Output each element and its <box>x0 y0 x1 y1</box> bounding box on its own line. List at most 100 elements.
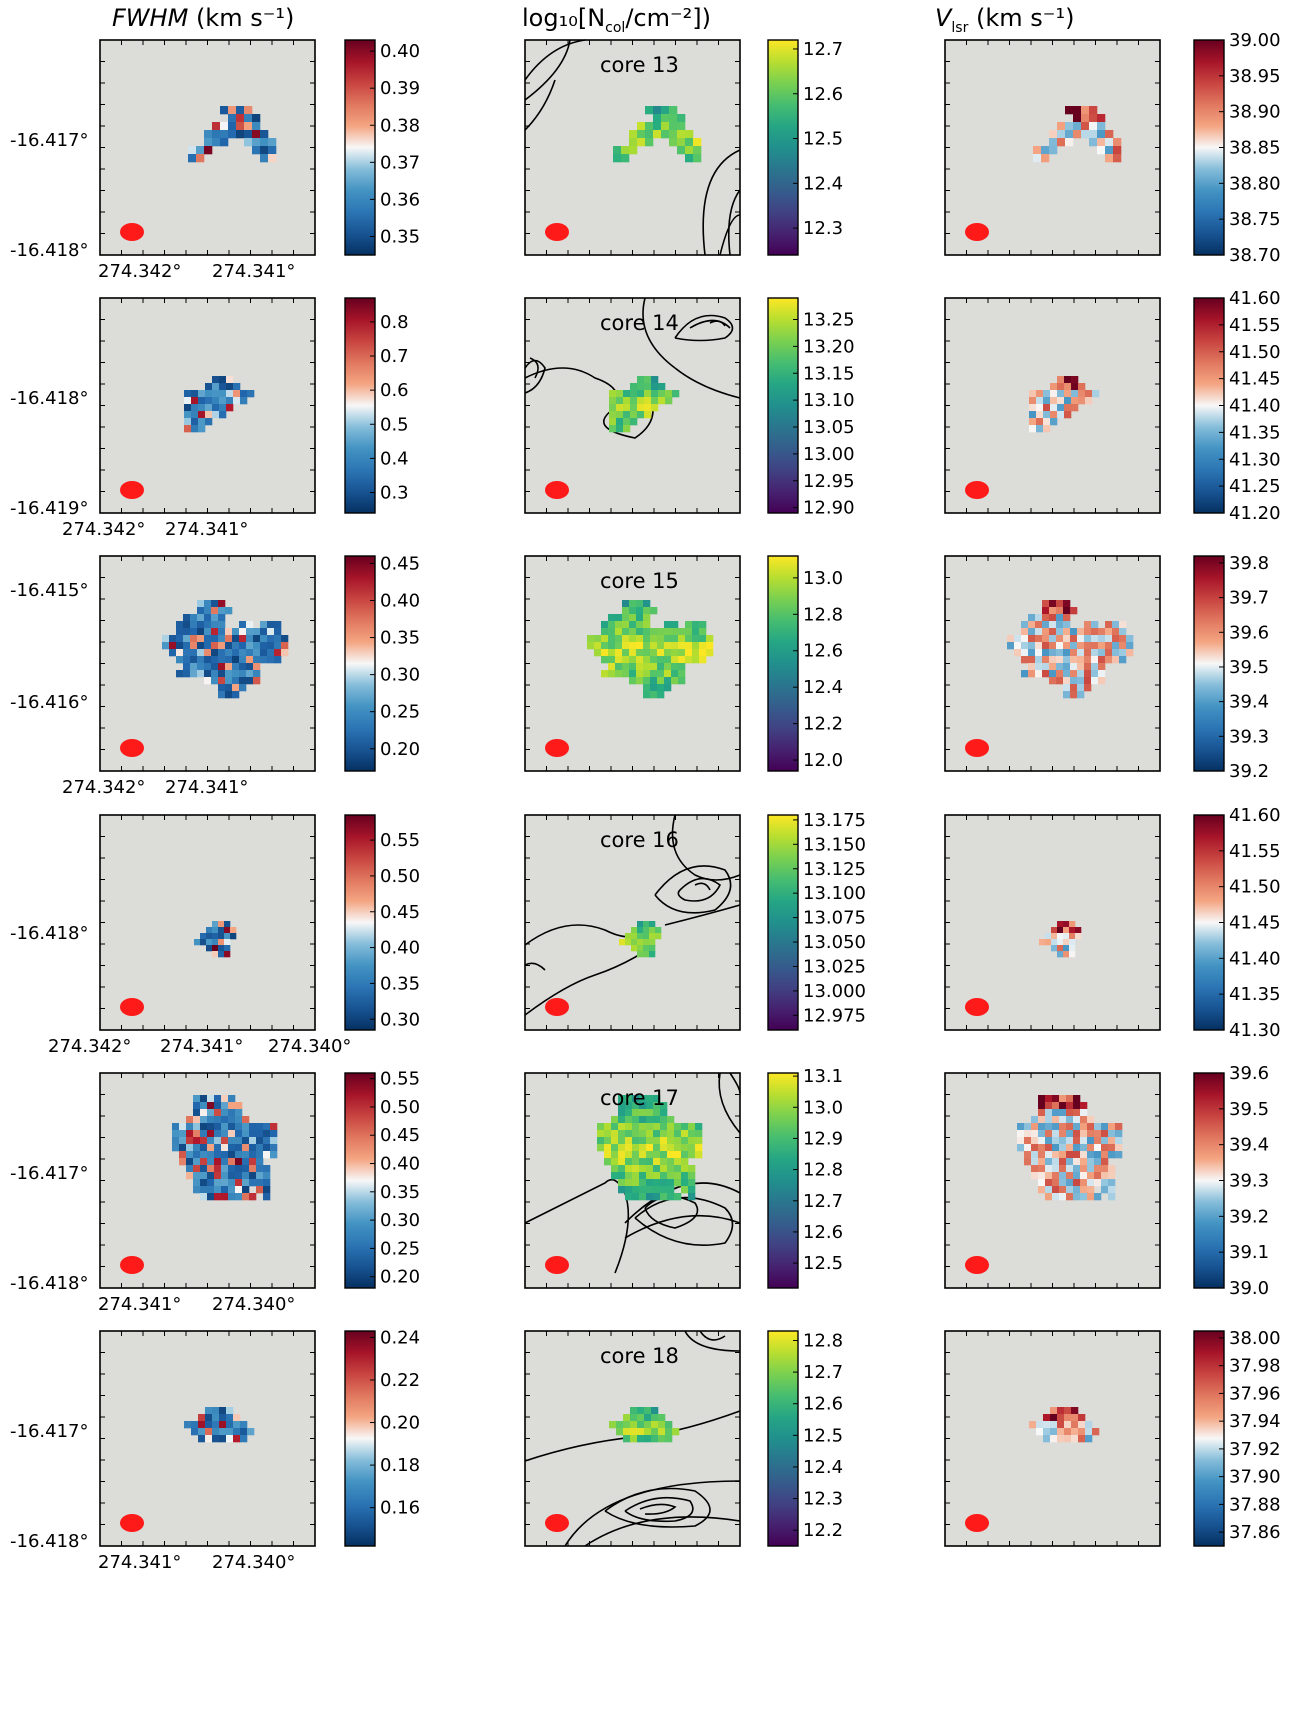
map-pixel <box>260 130 269 139</box>
contour-line <box>624 1496 694 1523</box>
map-pixel <box>1035 628 1043 636</box>
map-pixel <box>660 1116 668 1124</box>
map-pixel <box>643 684 651 692</box>
y-tick-label: -16.417° <box>10 130 88 151</box>
map-pixel <box>681 1123 689 1131</box>
colorbar-tick-label: 41.50 <box>1229 342 1281 363</box>
map-pixel <box>1051 927 1058 934</box>
map-pixel <box>242 1179 250 1187</box>
map-pixel <box>644 383 652 391</box>
map-pixel <box>205 1414 213 1422</box>
colorbar-tick-label: 12.2 <box>803 714 843 735</box>
map-pixel <box>632 1116 640 1124</box>
map-pixel <box>1071 383 1079 391</box>
map-pixel <box>657 663 665 671</box>
colorbar-tick-label: 39.6 <box>1229 622 1269 643</box>
map-pixel <box>629 663 637 671</box>
beam-ellipse <box>545 1256 569 1274</box>
map-pixel <box>224 921 231 928</box>
map-pixel <box>1089 106 1098 115</box>
map-pixel <box>204 677 212 685</box>
map-pixel <box>218 927 225 934</box>
map-pixel <box>653 1158 661 1166</box>
map-pixel <box>205 1407 213 1415</box>
beam-ellipse <box>545 481 569 499</box>
map-pixel <box>1043 390 1051 398</box>
colorbar-tick-label: 39.5 <box>1229 1099 1269 1120</box>
map-pixel <box>601 642 609 650</box>
map-pixel <box>623 418 631 426</box>
map-pixel <box>1063 933 1070 940</box>
map-pixel <box>198 404 206 412</box>
map-pixel <box>221 1158 229 1166</box>
map-pixel <box>249 1193 257 1201</box>
map-pixel <box>658 1428 666 1436</box>
map-pixel <box>658 397 666 405</box>
colorbar-tick-label: 39.6 <box>1229 1063 1269 1084</box>
map-pixel <box>1042 621 1050 629</box>
colorbar-tick-label: 0.24 <box>380 1327 420 1348</box>
map-pixel <box>270 1137 278 1145</box>
map-pixel <box>1056 628 1064 636</box>
map-pixel <box>625 1123 633 1131</box>
colorbar-tick-label: 0.40 <box>380 1154 420 1175</box>
map-pixel <box>1042 635 1050 643</box>
map-pixel <box>646 1172 654 1180</box>
map-pixel <box>1049 677 1057 685</box>
map-pixel <box>176 642 184 650</box>
map-pixel <box>242 1193 250 1201</box>
map-pixel <box>246 621 254 629</box>
map-pixel <box>622 600 630 608</box>
colorbar-tick-label: 0.37 <box>380 152 420 173</box>
map-pixel <box>622 670 630 678</box>
map-pixel <box>247 1428 255 1436</box>
map-pixel <box>639 1179 647 1187</box>
map-pixel <box>615 649 623 657</box>
map-pixel <box>1050 418 1058 426</box>
map-pixel <box>632 1151 640 1159</box>
map-pixel <box>197 649 205 657</box>
map-pixel <box>184 390 192 398</box>
map-pixel <box>1038 1179 1046 1187</box>
map-pixel <box>693 154 702 163</box>
map-pixel <box>1066 1172 1074 1180</box>
map-pixel <box>270 1151 278 1159</box>
map-pixel <box>678 670 686 678</box>
map-pixel <box>1021 642 1029 650</box>
map-pixel <box>1057 1428 1065 1436</box>
map-pixel <box>1064 1414 1072 1422</box>
map-pixel <box>645 138 654 147</box>
map-pixel <box>193 1179 201 1187</box>
map-pixel <box>1038 1130 1046 1138</box>
panel-fwhm-row-1: -16.417°-16.418°274.342° 274.341°0.400.39… <box>10 39 420 282</box>
map-pixel <box>1043 411 1051 419</box>
map-pixel <box>249 1165 257 1173</box>
map-pixel <box>1031 1151 1039 1159</box>
map-pixel <box>639 1172 647 1180</box>
map-pixel <box>637 376 645 384</box>
map-pixel <box>1042 614 1050 622</box>
map-pixel <box>224 933 231 940</box>
map-pixel <box>1113 154 1122 163</box>
map-pixel <box>1094 1179 1102 1187</box>
map-pixel <box>1028 621 1036 629</box>
colorbar-tick-label: 13.15 <box>803 363 855 384</box>
map-pixel <box>246 642 254 650</box>
core-label: core 18 <box>600 1344 679 1368</box>
map-pixel <box>235 1116 243 1124</box>
map-pixel <box>1073 106 1082 115</box>
map-pixel <box>190 628 198 636</box>
map-pixel <box>249 1158 257 1166</box>
map-pixel <box>274 628 282 636</box>
map-pixel <box>643 927 650 934</box>
map-pixel <box>646 1165 654 1173</box>
map-pixel <box>218 621 226 629</box>
map-pixel <box>650 691 658 699</box>
map-pixel <box>1041 146 1050 155</box>
map-pixel <box>611 1151 619 1159</box>
map-pixel <box>1045 1172 1053 1180</box>
map-pixel <box>629 614 637 622</box>
map-pixel <box>1064 1421 1072 1429</box>
map-pixel <box>1031 1130 1039 1138</box>
